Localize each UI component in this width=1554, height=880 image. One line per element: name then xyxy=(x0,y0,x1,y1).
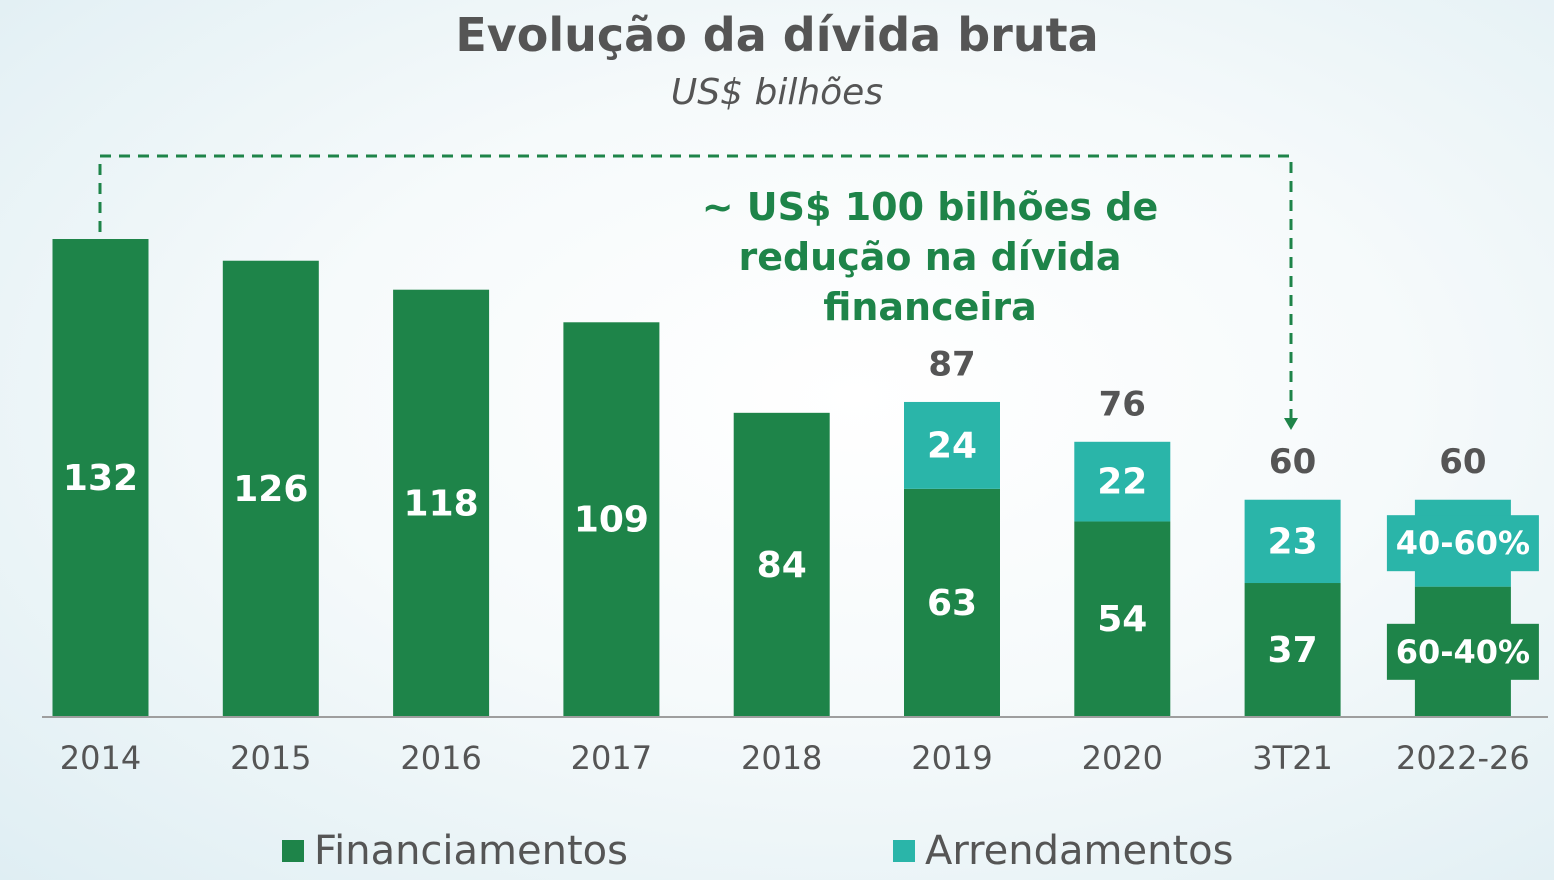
bar-arrendamentos-2020 xyxy=(1074,441,1171,522)
bar-financiamentos-2019 xyxy=(904,488,1000,717)
legend: Financiamentos Arrendamentos xyxy=(0,828,1554,878)
legend-label-financiamentos: Financiamentos xyxy=(314,828,628,874)
range-label-box-financiamentos xyxy=(1386,623,1539,680)
bar-arrendamentos-2019 xyxy=(904,401,1000,489)
bar-financiamentos-2018 xyxy=(733,412,830,717)
value-label-financiamentos-2016: 118 xyxy=(404,483,479,524)
bar-financiamentos-2016 xyxy=(393,289,490,717)
debt-bar-chart: 132 2014 126 2015 118 2016 109 2017 84 2018 63 24 87… xyxy=(42,154,1548,777)
legend-swatch-arrendamentos xyxy=(893,840,915,862)
x-tick-label-2017: 2017 xyxy=(571,739,652,777)
bars-layer xyxy=(52,239,1511,717)
value-label-financiamentos-2020: 54 xyxy=(1097,599,1147,640)
bar-financiamentos-2014 xyxy=(52,239,149,717)
x-tick-label-2014: 2014 xyxy=(60,739,141,777)
bar-financiamentos-2015 xyxy=(222,260,319,717)
x-tick-label-2022-26: 2022-26 xyxy=(1396,739,1530,777)
bar-financiamentos-2020 xyxy=(1074,521,1171,717)
labels-layer: 132 2014 126 2015 118 2016 109 2017 84 2018 63 24 87… xyxy=(60,344,1539,777)
x-tick-label-2018: 2018 xyxy=(741,739,822,777)
legend-swatch-financiamentos xyxy=(282,840,304,862)
x-tick-label-2020: 2020 xyxy=(1082,739,1163,777)
legend-item-financiamentos: Financiamentos xyxy=(282,828,628,874)
legend-item-arrendamentos: Arrendamentos xyxy=(893,828,1233,874)
total-label-2020: 76 xyxy=(1099,384,1146,424)
value-label-arrendamentos-3T21: 23 xyxy=(1268,521,1318,562)
chart-subtitle: US$ bilhões xyxy=(670,72,884,113)
reduction-annotation: ~ US$ 100 bilhões de redução na dívida f… xyxy=(701,185,1159,329)
value-label-financiamentos-2014: 132 xyxy=(63,458,138,499)
reduction-bracket-line xyxy=(98,154,1293,418)
x-tick-label-2016: 2016 xyxy=(400,739,481,777)
value-label-arrendamentos-2022-26: 40-60% xyxy=(1396,524,1530,562)
value-label-financiamentos-2015: 126 xyxy=(233,469,308,510)
value-label-financiamentos-2017: 109 xyxy=(574,500,649,541)
total-label-2019: 87 xyxy=(928,344,975,384)
value-label-financiamentos-3T21: 37 xyxy=(1268,630,1318,671)
bar-financiamentos-3T21 xyxy=(1244,583,1341,717)
value-label-arrendamentos-2020: 22 xyxy=(1097,462,1147,503)
value-label-financiamentos-2019: 63 xyxy=(927,583,977,624)
x-tick-label-2019: 2019 xyxy=(911,739,992,777)
legend-label-arrendamentos: Arrendamentos xyxy=(925,828,1234,874)
x-tick-label-2015: 2015 xyxy=(230,739,311,777)
bar-financiamentos-2017 xyxy=(563,322,660,717)
value-label-financiamentos-2018: 84 xyxy=(757,545,807,586)
reduction-arrow-head xyxy=(1284,418,1298,430)
chart-title: Evolução da dívida bruta xyxy=(455,8,1099,62)
range-label-box-arrendamentos xyxy=(1386,515,1539,572)
value-label-arrendamentos-2019: 24 xyxy=(927,425,977,466)
x-tick-label-3T21: 3T21 xyxy=(1252,739,1333,777)
total-label-2022-26: 60 xyxy=(1439,442,1486,482)
bar-arrendamentos-3T21 xyxy=(1244,499,1341,584)
value-label-financiamentos-2022-26: 60-40% xyxy=(1396,633,1530,671)
total-label-3T21: 60 xyxy=(1269,442,1316,482)
